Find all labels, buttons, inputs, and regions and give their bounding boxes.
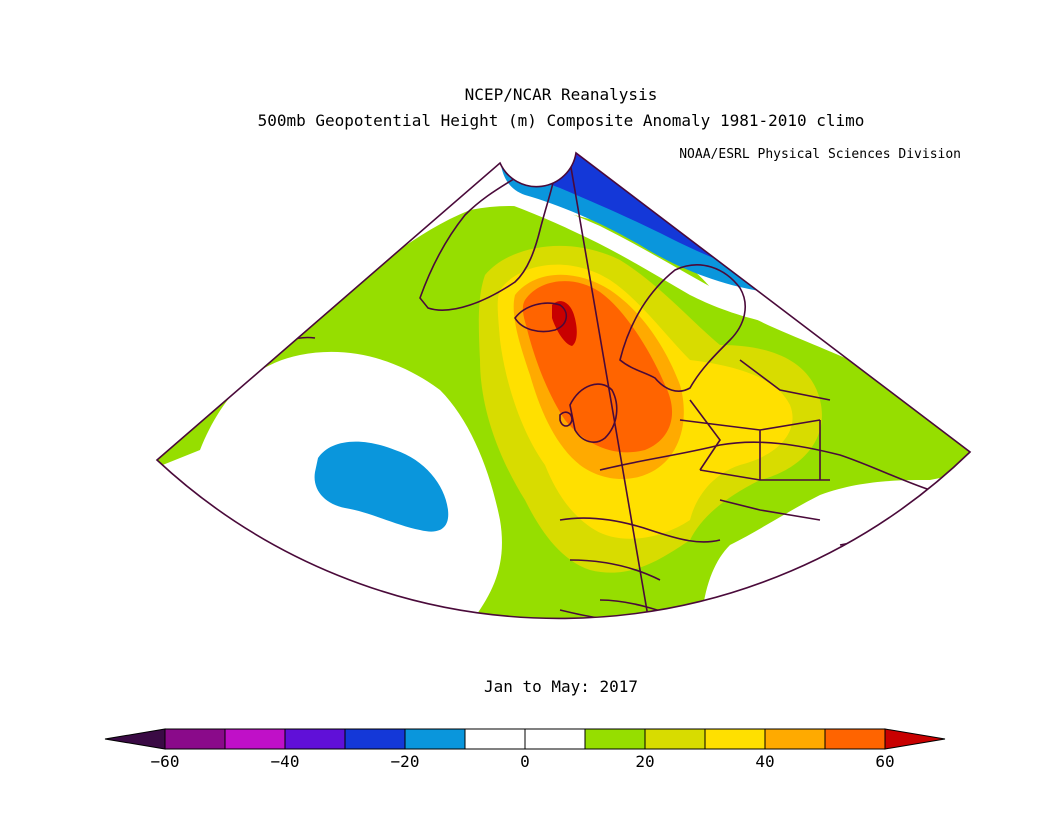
colorbar-bin [284, 728, 346, 750]
colorbar-bin [164, 728, 226, 750]
colorbar-tick-label: −60 [151, 752, 180, 771]
colorbar-extend-max [884, 728, 946, 750]
colorbar-bin [824, 728, 886, 750]
anomaly-field [157, 153, 970, 619]
colorbar-tick-label: −20 [391, 752, 420, 771]
colorbar-bin [344, 728, 406, 750]
chart-title: NCEP/NCAR Reanalysis [465, 85, 658, 104]
british-isles-coast [559, 383, 618, 443]
colorbar-bin [404, 728, 466, 750]
colorbar-bin [524, 728, 586, 750]
colorbar-bin [464, 728, 526, 750]
scandinavia-coast [619, 264, 746, 392]
colorbar-extend-min [104, 728, 166, 750]
colorbar-bin [764, 728, 826, 750]
iceland-coast [514, 302, 568, 333]
colorbar-bin [224, 728, 286, 750]
colorbar-tick-label: 0 [520, 752, 530, 771]
colorbar-bin [584, 728, 646, 750]
credit-label: NOAA/ESRL Physical Sciences Division [679, 147, 961, 162]
europe-coast [559, 441, 941, 619]
colorbar-bin [704, 728, 766, 750]
colorbar-bin [644, 728, 706, 750]
colorbar-tick-label: 40 [755, 752, 774, 771]
period-label: Jan to May: 2017 [484, 677, 638, 696]
country-borders [679, 359, 831, 521]
meridian-line [567, 153, 653, 619]
chart-subtitle: 500mb Geopotential Height (m) Composite … [258, 111, 865, 130]
colorbar: −60 −40 −20 0 20 40 60 [104, 728, 946, 771]
sector-outline [155, 151, 972, 620]
greenland-coast [419, 163, 557, 311]
colorbar-tick-label: 60 [875, 752, 894, 771]
colorbar-tick-label: 20 [635, 752, 654, 771]
colorbar-tick-label: −40 [271, 752, 300, 771]
contour-neg-atlantic [314, 441, 449, 532]
